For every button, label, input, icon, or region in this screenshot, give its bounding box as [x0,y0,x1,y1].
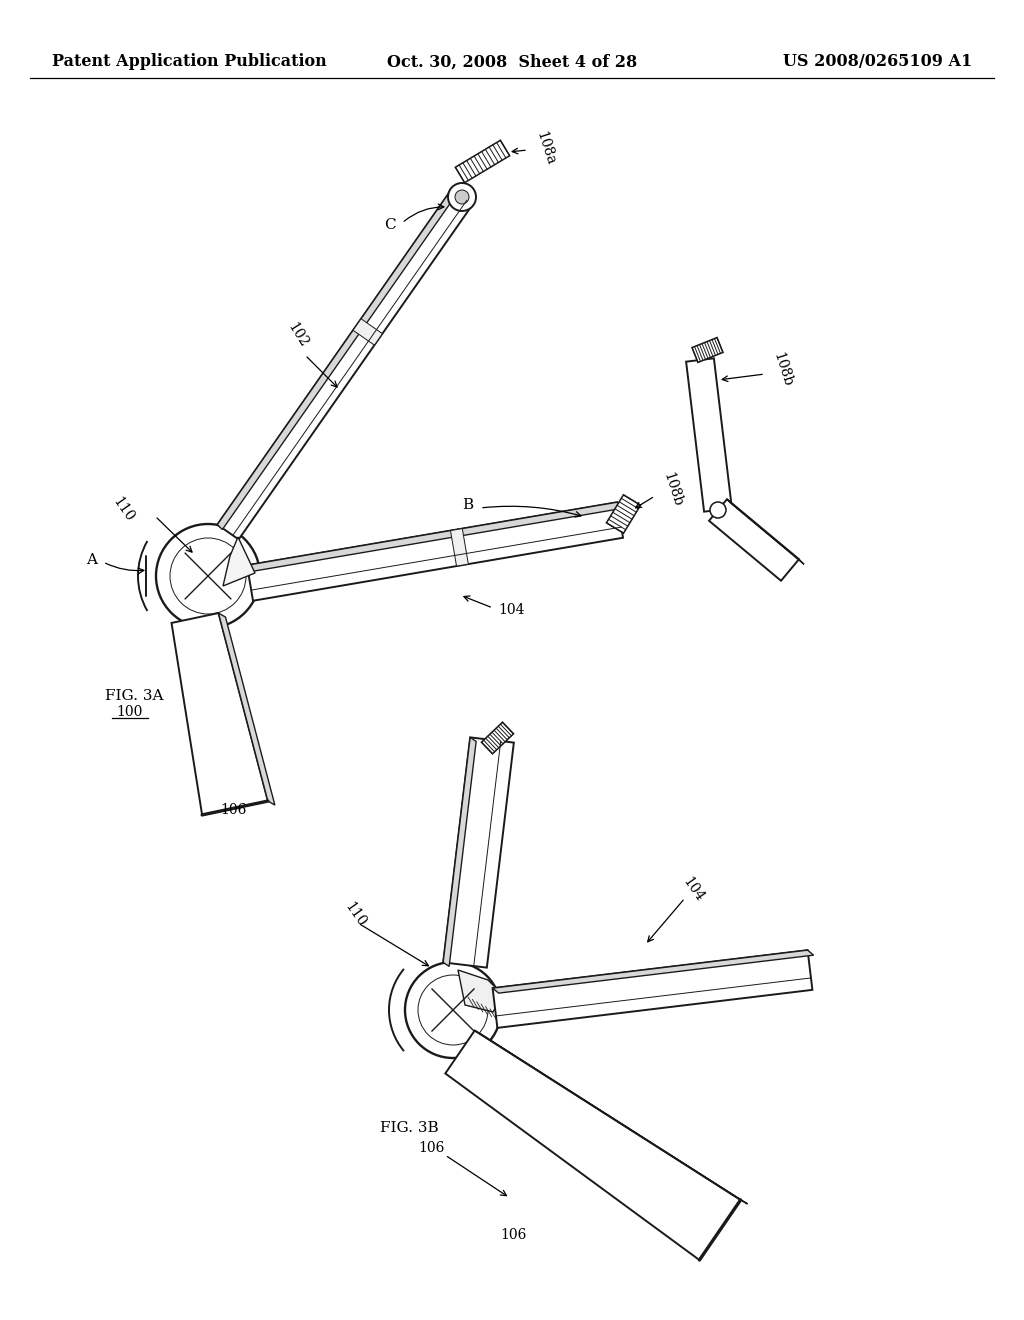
Polygon shape [456,140,510,182]
Polygon shape [481,722,513,754]
Polygon shape [686,358,732,512]
Polygon shape [709,499,799,581]
Polygon shape [353,318,382,345]
Polygon shape [475,1031,748,1204]
Polygon shape [443,738,514,968]
Polygon shape [727,499,804,564]
Text: 110: 110 [111,495,137,525]
Circle shape [406,962,501,1059]
Polygon shape [217,190,473,540]
Polygon shape [247,502,623,601]
Circle shape [710,502,726,517]
Text: A: A [86,553,97,568]
Text: B: B [463,498,473,512]
Polygon shape [606,495,641,533]
Polygon shape [217,190,457,529]
Text: 100: 100 [117,705,143,719]
Polygon shape [692,338,723,363]
Polygon shape [493,950,812,1028]
Polygon shape [247,502,623,572]
Polygon shape [445,1031,740,1261]
Polygon shape [223,537,255,586]
Text: 106: 106 [500,1228,526,1242]
Text: 102: 102 [285,321,311,350]
Text: US 2008/0265109 A1: US 2008/0265109 A1 [782,54,972,70]
Polygon shape [458,970,503,1012]
Text: 104: 104 [680,875,707,906]
Text: 110: 110 [342,900,369,929]
Polygon shape [171,612,268,814]
Text: Oct. 30, 2008  Sheet 4 of 28: Oct. 30, 2008 Sheet 4 of 28 [387,54,637,70]
Polygon shape [218,612,274,805]
Polygon shape [493,950,814,993]
Circle shape [455,190,469,205]
Text: C: C [384,218,396,232]
Text: FIG. 3A: FIG. 3A [105,689,164,704]
Polygon shape [451,528,468,566]
Text: FIG. 3B: FIG. 3B [380,1121,438,1135]
Text: Patent Application Publication: Patent Application Publication [52,54,327,70]
Text: 106: 106 [419,1140,445,1155]
Text: 108b: 108b [770,351,795,389]
Circle shape [449,183,476,211]
Text: 106: 106 [220,803,247,817]
Text: 108b: 108b [660,471,684,510]
Polygon shape [443,738,476,966]
Text: 108a: 108a [534,129,557,166]
Text: 104: 104 [498,603,524,616]
